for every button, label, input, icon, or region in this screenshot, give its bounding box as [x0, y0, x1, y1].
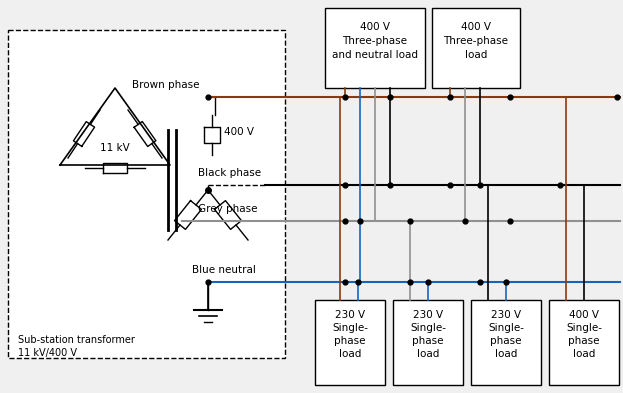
Text: 400 V: 400 V — [224, 127, 254, 137]
Text: load: load — [465, 50, 487, 60]
Bar — [315, 300, 385, 385]
Text: Black phase: Black phase — [198, 168, 261, 178]
Text: Single-: Single- — [488, 323, 524, 333]
Text: Single-: Single- — [410, 323, 446, 333]
Text: 400 V: 400 V — [360, 22, 390, 32]
Text: Sub-station transformer: Sub-station transformer — [18, 335, 135, 345]
Text: load: load — [495, 349, 517, 359]
Text: phase: phase — [412, 336, 444, 346]
Text: 400 V: 400 V — [569, 310, 599, 320]
Text: load: load — [339, 349, 361, 359]
Text: load: load — [417, 349, 439, 359]
Text: Grey phase: Grey phase — [197, 204, 257, 214]
Text: Single-: Single- — [332, 323, 368, 333]
Bar — [8, 30, 285, 358]
Bar — [549, 300, 619, 385]
Text: 230 V: 230 V — [491, 310, 521, 320]
Bar — [432, 8, 520, 88]
Text: Brown phase: Brown phase — [131, 80, 199, 90]
Text: 11 kV/400 V: 11 kV/400 V — [18, 348, 77, 358]
Bar — [325, 8, 425, 88]
Text: 400 V: 400 V — [461, 22, 491, 32]
Bar — [393, 300, 463, 385]
Text: 230 V: 230 V — [413, 310, 443, 320]
Text: Three-phase: Three-phase — [444, 36, 508, 46]
Text: and neutral load: and neutral load — [332, 50, 418, 60]
Text: Single-: Single- — [566, 323, 602, 333]
Text: 11 kV: 11 kV — [100, 143, 130, 153]
Text: Three-phase: Three-phase — [343, 36, 407, 46]
Text: Blue neutral: Blue neutral — [192, 265, 256, 275]
Text: load: load — [573, 349, 595, 359]
Text: phase: phase — [568, 336, 600, 346]
Text: phase: phase — [490, 336, 521, 346]
Text: 230 V: 230 V — [335, 310, 365, 320]
Bar — [471, 300, 541, 385]
Text: phase: phase — [335, 336, 366, 346]
